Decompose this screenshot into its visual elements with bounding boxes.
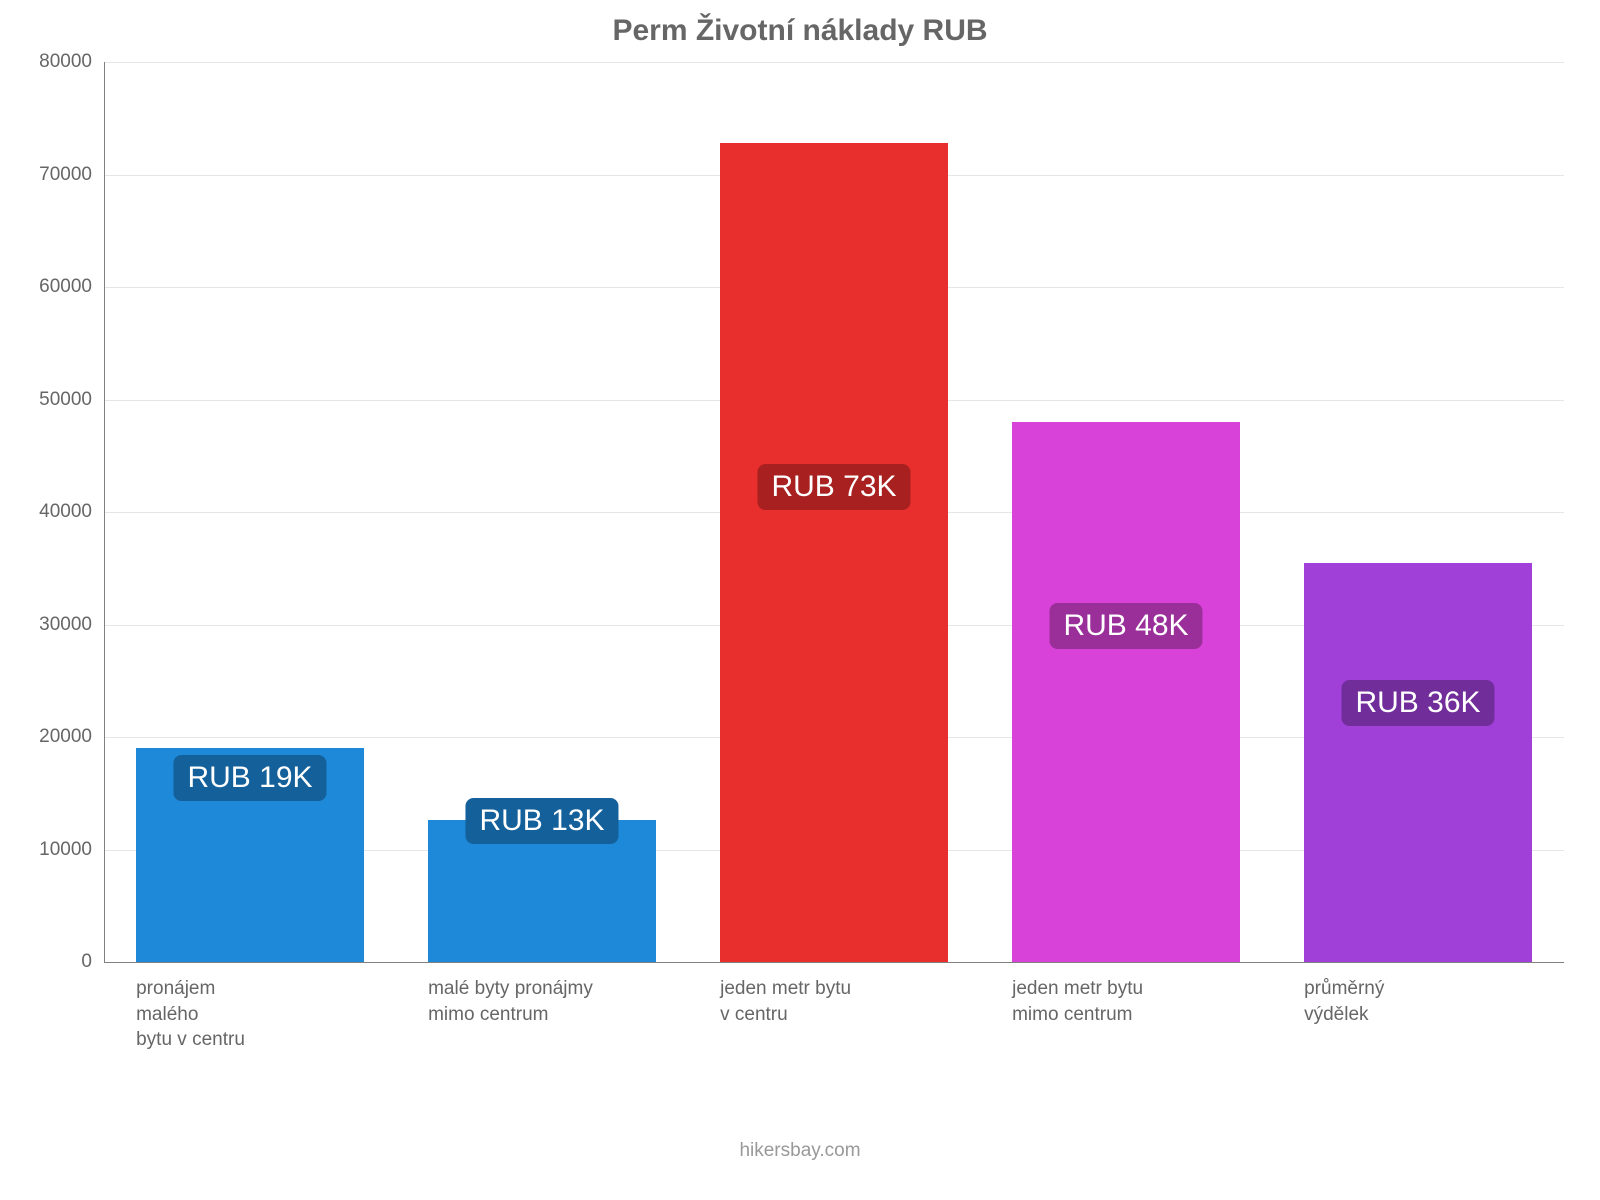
bar-value-badge: RUB 19K bbox=[173, 755, 326, 801]
bar-value-badge: RUB 13K bbox=[465, 798, 618, 844]
x-axis-category-label: malé byty pronájmy mimo centrum bbox=[428, 962, 656, 1027]
bar-value-badge: RUB 48K bbox=[1049, 603, 1202, 649]
chart-title: Perm Životní náklady RUB bbox=[0, 14, 1600, 48]
plot-area: 0100002000030000400005000060000700008000… bbox=[104, 62, 1564, 962]
y-axis-line bbox=[104, 62, 105, 962]
x-axis-category-label: pronájem malého bytu v centru bbox=[136, 962, 364, 1053]
chart-source-footer: hikersbay.com bbox=[0, 1140, 1600, 1162]
x-axis-category-label: jeden metr bytu v centru bbox=[720, 962, 948, 1027]
bar: RUB 73K bbox=[720, 143, 948, 962]
y-axis-tick-label: 50000 bbox=[39, 389, 104, 411]
bar-value-badge: RUB 36K bbox=[1341, 680, 1494, 726]
gridline bbox=[104, 62, 1564, 63]
bar: RUB 48K bbox=[1012, 422, 1240, 962]
bar: RUB 36K bbox=[1304, 563, 1532, 962]
y-axis-tick-label: 20000 bbox=[39, 726, 104, 748]
cost-of-living-bar-chart: Perm Životní náklady RUB 010000200003000… bbox=[0, 0, 1600, 1200]
y-axis-tick-label: 0 bbox=[81, 951, 104, 973]
y-axis-tick-label: 40000 bbox=[39, 501, 104, 523]
y-axis-tick-label: 30000 bbox=[39, 614, 104, 636]
x-axis-category-label: průměrný výdělek bbox=[1304, 962, 1532, 1027]
y-axis-tick-label: 10000 bbox=[39, 839, 104, 861]
y-axis-tick-label: 70000 bbox=[39, 164, 104, 186]
bar: RUB 19K bbox=[136, 748, 364, 962]
y-axis-tick-label: 60000 bbox=[39, 276, 104, 298]
bar-value-badge: RUB 73K bbox=[757, 464, 910, 510]
bar: RUB 13K bbox=[428, 820, 656, 962]
y-axis-tick-label: 80000 bbox=[39, 51, 104, 73]
x-axis-category-label: jeden metr bytu mimo centrum bbox=[1012, 962, 1240, 1027]
